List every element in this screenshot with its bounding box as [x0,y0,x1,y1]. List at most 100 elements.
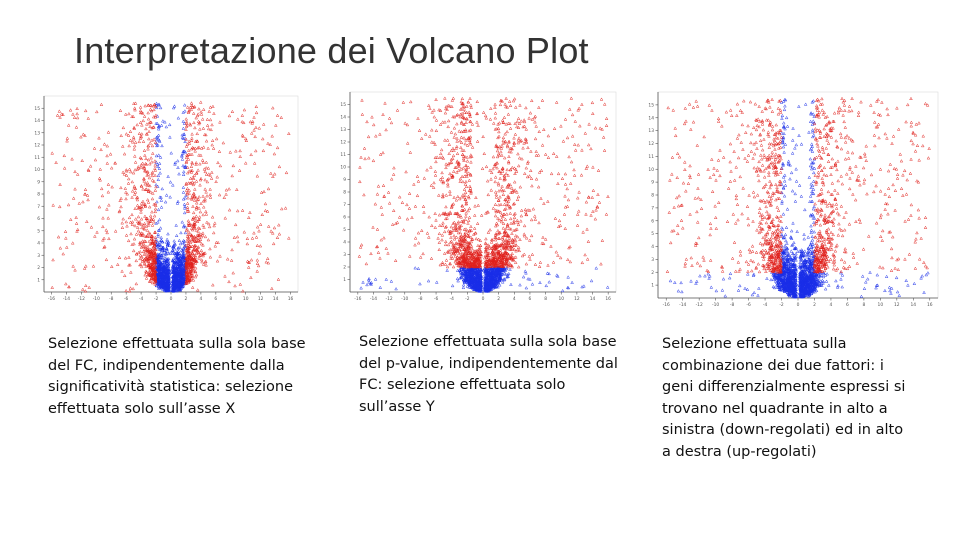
point-selected [147,230,151,235]
point-selected [194,179,199,183]
point-selected [236,117,240,121]
point-selected [434,218,438,222]
point-selected [524,210,528,214]
point-not-selected [365,282,369,287]
x-tick-label: 8 [544,296,547,302]
point-selected [201,126,206,130]
point-selected [501,226,506,230]
point-selected [50,285,54,289]
point-not-selected [476,278,480,282]
point-selected [205,194,209,198]
point-selected [507,149,511,154]
point-not-selected [156,173,161,178]
point-not-selected [566,275,570,279]
point-selected [189,257,194,261]
point-not-selected [173,160,177,165]
point-not-selected [172,239,176,243]
point-selected [190,105,195,109]
point-not-selected [157,276,161,280]
point-selected [227,279,231,284]
point-not-selected [159,238,164,242]
point-selected [451,242,455,246]
point-selected [458,224,462,228]
point-selected [187,230,191,234]
point-selected [493,111,498,115]
point-selected [434,118,439,122]
point-selected [147,239,151,243]
point-not-selected [157,272,161,276]
point-selected [522,119,527,124]
point-selected [189,181,193,185]
point-selected [585,257,590,261]
point-selected [437,193,441,197]
point-selected [473,213,477,217]
point-not-selected [183,244,187,248]
point-selected [142,148,147,152]
point-selected [240,113,245,117]
point-selected [70,157,74,161]
point-selected [139,165,143,169]
point-selected [118,108,123,112]
point-not-selected [181,238,186,243]
point-selected [467,240,471,244]
point-selected [458,177,463,181]
point-selected [113,161,117,165]
point-selected [110,264,114,268]
point-selected [554,100,559,104]
x-tick-label: 10 [243,296,249,302]
point-selected [518,103,522,107]
point-selected [503,139,508,143]
point-selected [106,130,111,134]
point-selected [75,172,80,176]
point-selected [95,109,99,114]
y-tick-label: 9 [37,179,40,185]
point-selected [483,264,487,268]
point-selected [204,190,208,194]
point-selected [497,134,501,138]
point-selected [192,192,196,196]
point-selected [469,240,473,244]
point-selected [209,127,213,132]
point-selected [144,244,148,248]
point-selected [185,191,189,195]
point-selected [504,105,508,109]
point-selected [606,194,610,198]
x-tick-label: 8 [229,296,232,302]
point-selected [145,233,150,237]
point-selected [199,112,204,116]
point-selected [460,101,464,105]
point-selected [71,196,76,200]
point-not-selected [155,162,160,166]
point-not-selected [155,200,159,204]
point-selected [458,213,462,217]
point-selected [100,193,105,198]
point-not-selected [181,197,186,201]
point-not-selected [162,278,167,283]
point-selected [151,268,155,272]
point-selected [461,166,466,170]
point-selected [197,256,201,260]
point-not-selected [462,280,467,284]
point-selected [143,262,147,266]
point-selected [150,249,155,253]
point-not-selected [474,274,479,278]
point-selected [81,287,85,291]
point-not-selected [155,283,159,288]
point-selected [145,234,149,238]
point-selected [123,273,127,278]
point-selected [494,246,498,250]
point-selected [203,178,207,182]
point-selected [440,170,444,175]
point-selected [187,263,191,267]
point-not-selected [174,271,178,275]
y-tick-label: 6 [37,216,40,222]
point-selected [441,194,445,199]
point-selected [198,127,202,131]
point-selected [202,251,206,255]
data-points [357,96,610,293]
point-selected [133,224,137,228]
point-selected [463,230,468,235]
point-selected [466,218,471,222]
point-selected [124,197,128,201]
point-selected [519,119,523,123]
